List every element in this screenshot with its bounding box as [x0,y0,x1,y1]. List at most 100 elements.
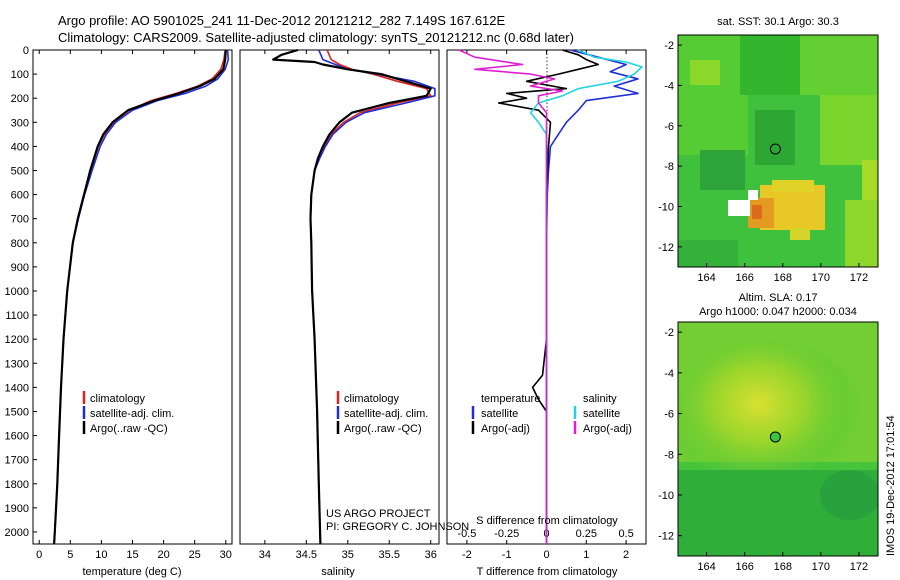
sst-map-field [678,35,878,267]
map-x-tick-label: 172 [850,561,868,573]
y-tick-label: 700 [11,214,29,226]
salinity-xlabel: salinity [321,566,355,578]
map-y-tick-label: -4 [664,368,674,380]
sst-missing-data [748,190,758,200]
sla-low-patch [820,470,878,520]
y-tick-label: 1000 [5,286,29,298]
legend-title-temperature: temperature [481,393,540,405]
y-tick-label: 1900 [5,503,29,515]
difference-lines [458,49,643,544]
x-tick-label: 36 [425,549,437,561]
x-tick-label: 15 [126,549,138,561]
legend-label-s-argo: Argo(-adj) [583,423,632,435]
map-y-tick-label: -2 [664,327,674,339]
series-line-0 [53,49,226,545]
map-y-tick-label: -6 [664,121,674,133]
legend-label-s-satellite: satellite [583,408,620,420]
map-y-tick-label: -12 [658,242,674,254]
difference-top-xlabel: S difference from climatology [476,515,618,527]
series-line-2 [53,49,227,545]
x-tick-label: 34 [259,549,271,561]
map-y-tick-label: -10 [658,201,674,213]
top-x-tick-label: -0.25 [494,528,519,540]
map-x-tick-label: 166 [735,272,753,284]
x-tick-label: 25 [189,549,201,561]
y-tick-label: 100 [11,69,29,81]
temperature-legend: climatology satellite-adj. clim. Argo(..… [82,391,174,435]
header-line1: Argo profile: AO 5901025_241 11-Dec-2012… [58,13,506,28]
temperature-x-axis: 0 5 10 15 20 25 30 [36,50,232,561]
legend-label-satellite: satellite-adj. clim. [344,408,428,420]
map-x-tick-label: 172 [850,272,868,284]
series-line-2 [272,48,432,545]
sst-patch [845,200,878,267]
sla-map-field [678,322,878,556]
sst-map-title: sat. SST: 30.1 Argo: 30.3 [717,16,839,28]
map-y-tick-label: -8 [664,449,674,461]
sst-map-panel: sat. SST: 30.1 Argo: 30.3 [658,16,879,284]
sst-warm-patch [772,180,814,192]
series-line-1 [497,49,600,544]
x-tick-label: 30 [220,549,232,561]
timestamp-label: IMOS 19-Dec-2012 17:01:54 [885,415,897,556]
x-tick-label: 0 [543,549,549,561]
salinity-lines [272,48,436,545]
y-tick-label: 1700 [5,455,29,467]
top-x-tick-label: -0.5 [457,528,476,540]
series-line-3 [458,49,564,544]
map-x-tick-label: 170 [812,272,830,284]
legend-label-t-satellite: satellite [481,408,518,420]
sst-patch [690,60,720,85]
legend-label-t-argo: Argo(-adj) [481,423,530,435]
legend-label-argo: Argo(..raw -QC) [344,423,422,435]
y-tick-label: 1200 [5,334,29,346]
x-tick-label: 10 [95,549,107,561]
x-tick-label: 5 [67,549,73,561]
legend-title-salinity: salinity [583,393,617,405]
y-tick-label: 1100 [5,310,29,322]
sst-patch [755,110,795,165]
legend-label-argo: Argo(..raw -QC) [90,423,168,435]
sst-patch [820,95,878,165]
argo-position-marker [769,431,781,443]
x-tick-label: 34.5 [296,549,317,561]
sst-map-axes: 164 166 168 170 172 -2 -4 -6 -8 -10 -12 [658,40,868,284]
top-x-tick-label: 0.25 [576,528,597,540]
top-x-tick-label: 0.5 [618,528,633,540]
map-y-tick-label: -12 [658,531,674,543]
legend-label-climatology: climatology [90,393,146,405]
sst-patch [862,160,878,200]
series-line-0 [309,49,432,545]
credit-line2: PI: GREGORY C. JOHNSON [326,521,469,533]
sst-map-frame [677,34,879,268]
series-line-1 [309,49,436,545]
credit-line1: US ARGO PROJECT [326,508,431,520]
map-x-tick-label: 164 [697,272,715,284]
map-y-tick-label: -10 [658,490,674,502]
map-y-tick-label: -8 [664,161,674,173]
y-tick-label: 900 [11,262,29,274]
y-tick-label: 500 [11,165,29,177]
series-line-1 [53,49,230,545]
y-tick-label: 600 [11,190,29,202]
x-tick-label: 20 [157,549,169,561]
y-tick-label: 1600 [5,431,29,443]
map-y-tick-label: -2 [664,40,674,52]
sst-warm-patch [752,205,762,219]
difference-panel: -2 -1 0 1 2 -0.5 -0.25 0 0.25 0.5 S difference f… [446,49,647,578]
header-line2: Climatology: CARS2009. Satellite-adjuste… [58,30,574,45]
salinity-legend: climatology satellite-adj. clim. Argo(..… [336,391,428,435]
sla-high-anomaly [678,340,863,500]
y-tick-label: 0 [23,45,29,57]
difference-xlabel: T difference from climatology [477,566,618,578]
salinity-panel: 34 34.5 35 35.5 36 salinity climatology sate… [239,48,469,578]
map-x-tick-label: 168 [774,561,792,573]
argo-position-marker [769,143,781,155]
x-tick-label: 35.5 [379,549,400,561]
y-tick-label: 1500 [5,406,29,418]
sst-patch [678,35,748,155]
x-tick-label: 1 [583,549,589,561]
sst-patch [740,35,800,95]
sla-map-frame [677,321,879,557]
map-x-tick-label: 170 [812,561,830,573]
